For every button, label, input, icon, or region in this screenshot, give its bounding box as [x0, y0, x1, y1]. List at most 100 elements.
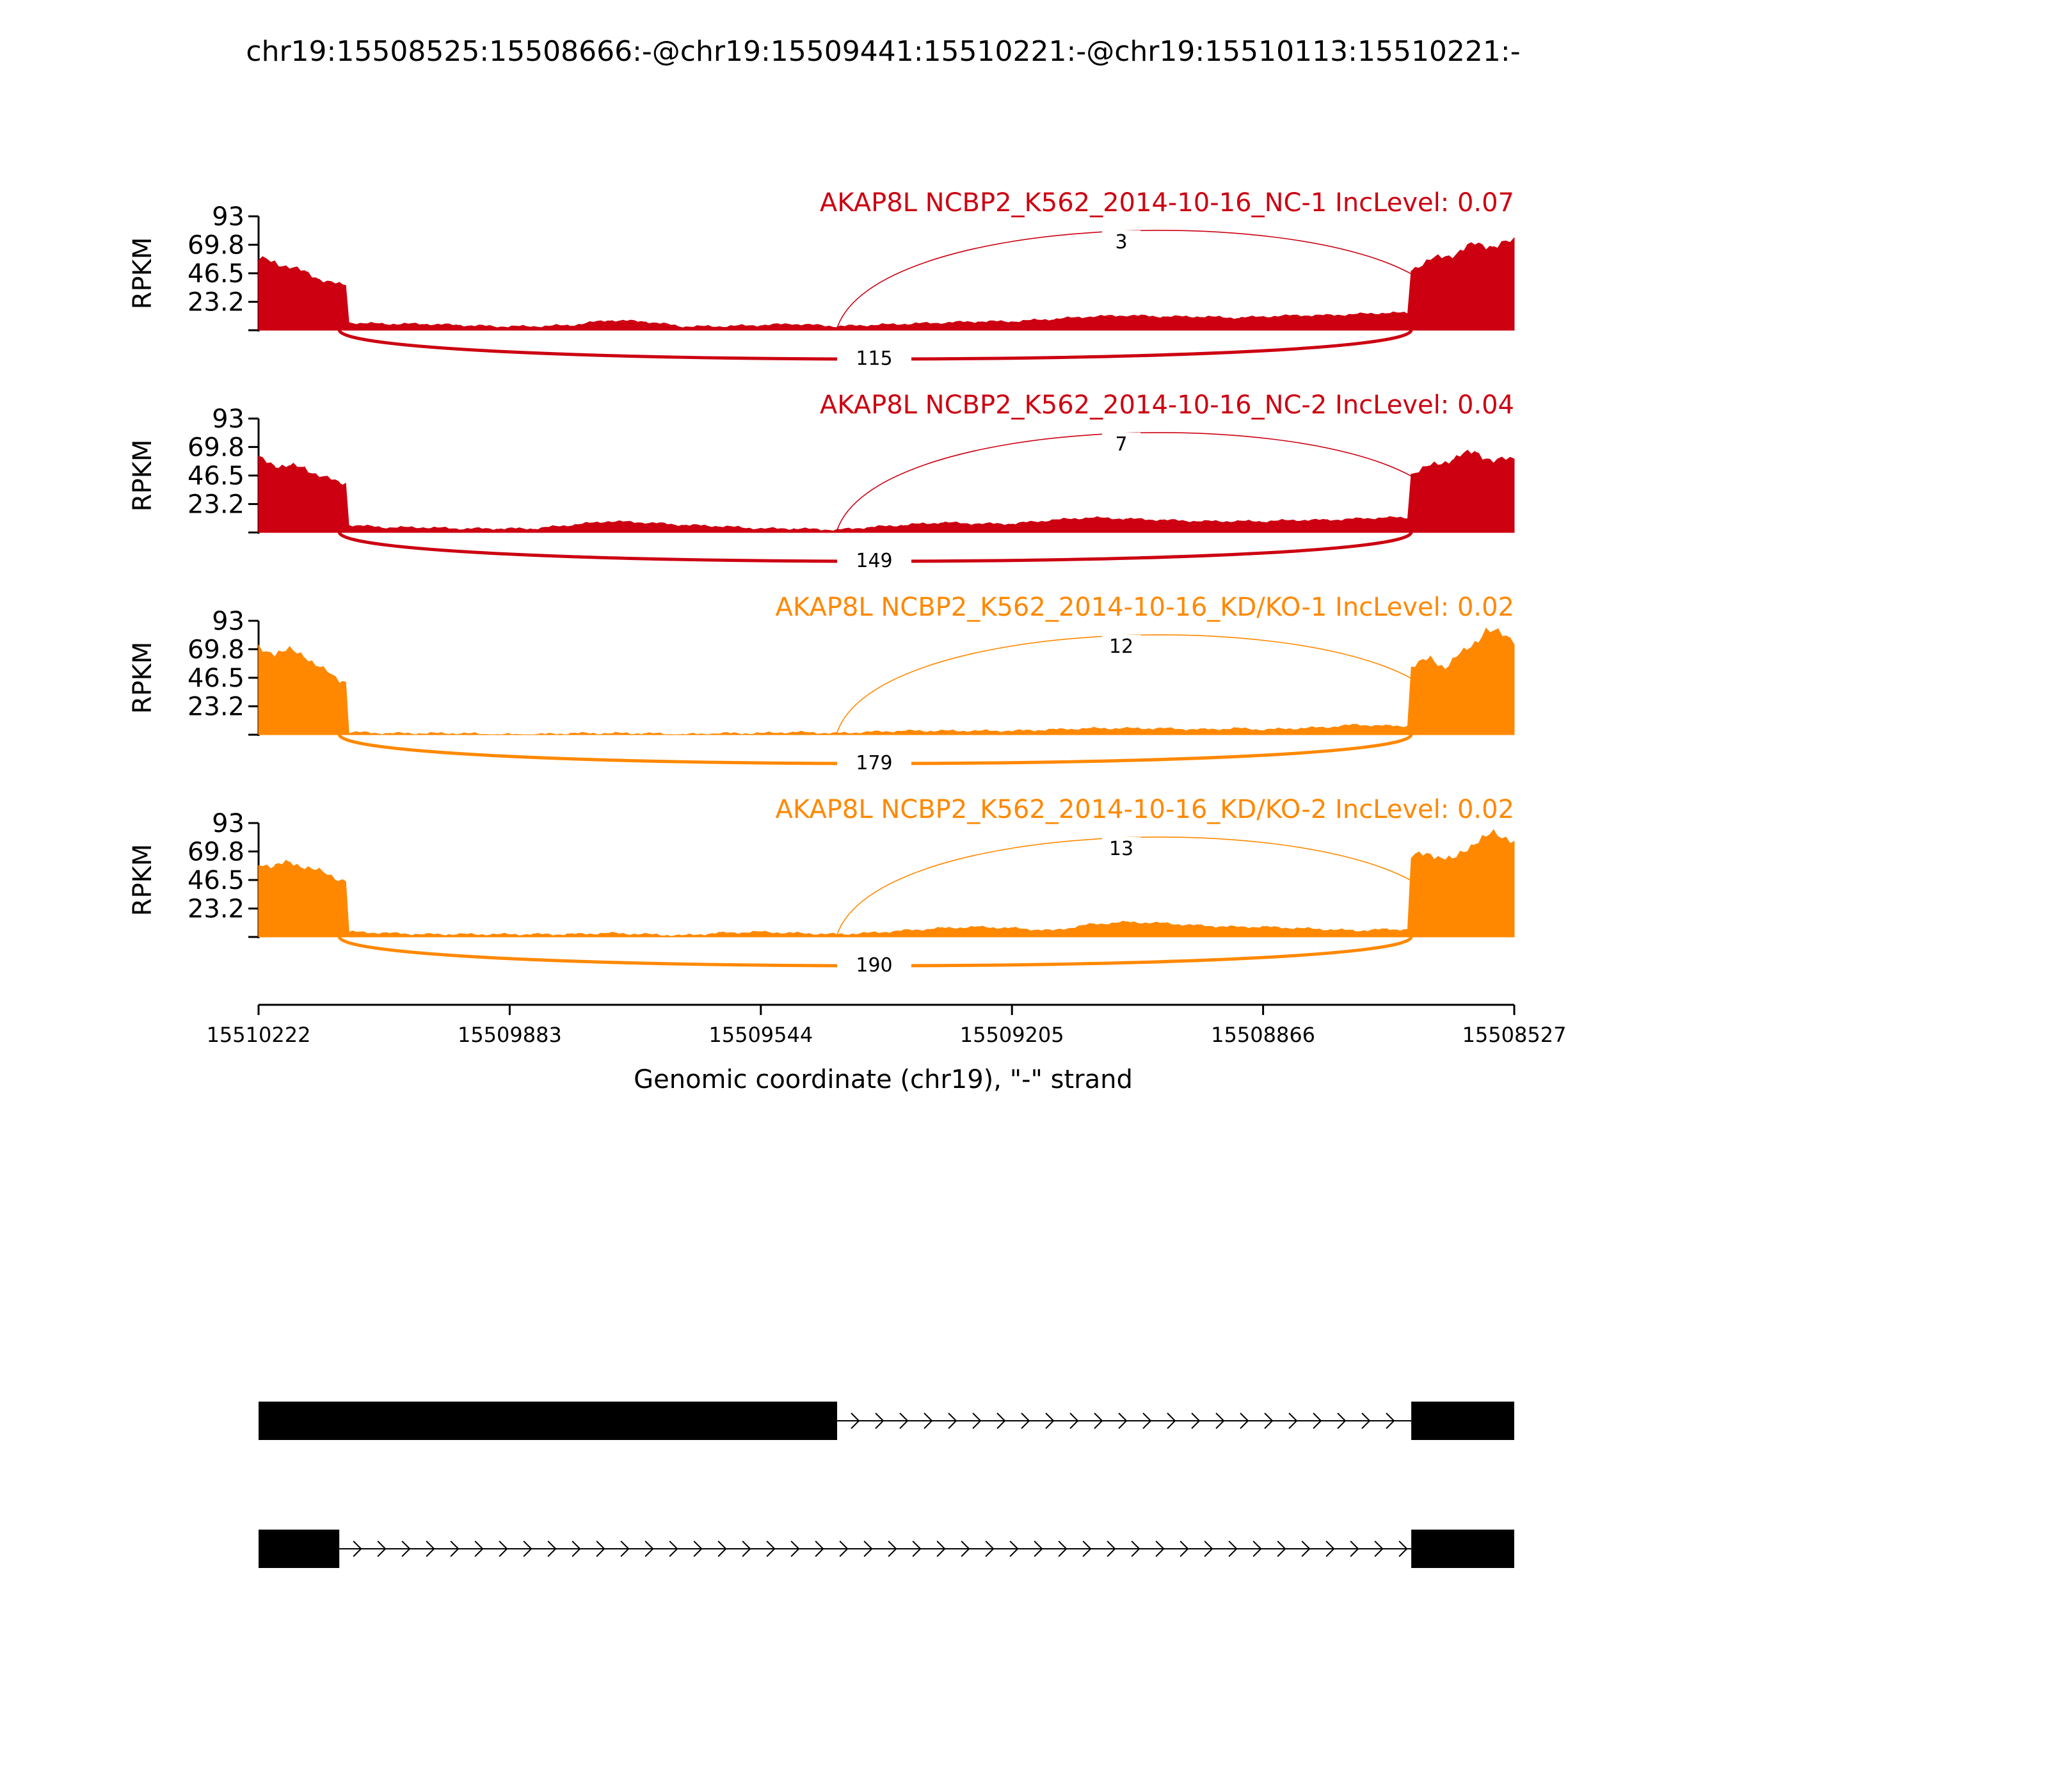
strand-chevron — [1350, 1540, 1359, 1557]
y-tick-label: 23.2 — [188, 490, 244, 520]
strand-chevron — [863, 1540, 873, 1557]
strand-chevron — [1313, 1412, 1322, 1429]
x-tick-label: 15508866 — [1211, 1023, 1315, 1047]
strand-chevron — [839, 1540, 849, 1557]
inclusion-junction-arc — [836, 634, 1412, 733]
y-tick-label: 69.8 — [188, 230, 244, 260]
y-axis-label: RPKM — [128, 440, 157, 512]
inclusion-count-bg — [1102, 230, 1140, 252]
coverage-area — [258, 237, 1515, 331]
strand-chevron — [1325, 1540, 1335, 1557]
x-tick-label: 15509883 — [458, 1023, 562, 1047]
strand-chevron — [790, 1540, 800, 1557]
y-tick-label: 46.5 — [188, 664, 244, 693]
inclusion-junction-count: 12 — [1109, 636, 1133, 658]
strand-chevron — [1107, 1540, 1116, 1557]
y-axis-label: RPKM — [128, 844, 157, 916]
y-axis-label: RPKM — [128, 642, 157, 714]
strand-chevron — [1374, 1540, 1384, 1557]
x-tick-label: 15508527 — [1462, 1023, 1567, 1047]
inclusion-junction-count: 13 — [1109, 838, 1133, 860]
strand-chevron — [912, 1540, 922, 1557]
series-label: AKAP8L NCBP2_K562_2014-10-16_NC-1 IncLev… — [820, 188, 1514, 218]
y-tick-label: 69.8 — [188, 635, 244, 664]
strand-chevron — [1288, 1412, 1298, 1429]
strand-chevron — [1142, 1412, 1152, 1429]
inclusion-count-bg — [1102, 433, 1140, 454]
strand-chevron — [1301, 1540, 1311, 1557]
y-tick-label: 46.5 — [188, 866, 244, 895]
strand-chevron — [1277, 1540, 1286, 1557]
strand-chevron — [888, 1540, 897, 1557]
skipping-junction-count: 190 — [856, 954, 892, 977]
strand-chevron — [353, 1540, 362, 1557]
strand-chevron — [1337, 1412, 1347, 1429]
strand-chevron — [1118, 1412, 1128, 1429]
figure-title: chr19:15508525:15508666:-@chr19:15509441… — [246, 35, 1520, 68]
inclusion-junction-arc — [836, 836, 1412, 935]
strand-chevron — [1180, 1540, 1189, 1557]
strand-chevron — [474, 1540, 484, 1557]
strand-chevron — [669, 1540, 678, 1557]
strand-chevron — [1131, 1540, 1140, 1557]
strand-chevron — [1228, 1540, 1238, 1557]
inclusion-junction-count: 3 — [1115, 231, 1127, 253]
skipping-junction-count: 149 — [856, 550, 892, 572]
strand-chevron — [875, 1412, 884, 1429]
y-tick-label: 46.5 — [188, 461, 244, 491]
isoform — [259, 1402, 1514, 1440]
inclusion-count-bg — [1102, 635, 1140, 657]
strand-chevron — [572, 1540, 581, 1557]
series-label: AKAP8L NCBP2_K562_2014-10-16_NC-2 IncLev… — [820, 390, 1514, 420]
inclusion-junction-count: 7 — [1115, 433, 1127, 456]
strand-chevron — [742, 1540, 751, 1557]
strand-chevron — [1361, 1412, 1371, 1429]
strand-chevron — [1155, 1540, 1165, 1557]
exon-block — [1411, 1402, 1514, 1440]
strand-chevron — [644, 1540, 654, 1557]
y-tick-label: 23.2 — [188, 895, 244, 924]
strand-chevron — [961, 1540, 970, 1557]
skipping-count-bg — [837, 951, 911, 975]
inclusion-junction-arc — [836, 230, 1412, 328]
strand-chevron — [766, 1540, 776, 1557]
strand-chevron — [851, 1412, 860, 1429]
strand-chevron — [1240, 1412, 1249, 1429]
y-tick-label: 93 — [212, 202, 244, 232]
strand-chevron — [1252, 1540, 1262, 1557]
strand-chevron — [1386, 1412, 1395, 1429]
inclusion-count-bg — [1102, 837, 1140, 859]
strand-chevron — [899, 1412, 909, 1429]
y-tick-label: 23.2 — [188, 288, 244, 317]
strand-chevron — [1398, 1540, 1408, 1557]
coverage-area — [258, 828, 1515, 938]
strand-chevron — [1215, 1412, 1225, 1429]
strand-chevron — [996, 1412, 1006, 1429]
strand-chevron — [1082, 1540, 1092, 1557]
strand-chevron — [596, 1540, 605, 1557]
strand-chevron — [1191, 1412, 1201, 1429]
y-tick-label: 69.8 — [188, 837, 244, 867]
inclusion-junction-arc — [836, 432, 1412, 531]
x-axis-label: Genomic coordinate (chr19), "-" strand — [634, 1065, 1133, 1094]
x-tick-label: 15509544 — [708, 1023, 813, 1047]
x-axis: 15510222 15509883 15509544 15509205 15508866… — [207, 1004, 1567, 1047]
strand-chevron — [401, 1540, 411, 1557]
exon-block — [259, 1402, 838, 1440]
strand-chevron — [426, 1540, 435, 1557]
isoform-track — [259, 1402, 1514, 1568]
strand-chevron — [1045, 1412, 1055, 1429]
strand-chevron — [377, 1540, 387, 1557]
x-tick-label: 15509205 — [960, 1023, 1064, 1047]
y-axis-label: RPKM — [128, 237, 157, 310]
strand-chevron — [972, 1412, 982, 1429]
isoform — [259, 1530, 1514, 1568]
strand-chevron — [523, 1540, 532, 1557]
strand-chevron — [547, 1540, 557, 1557]
strand-chevron — [1204, 1540, 1213, 1557]
strand-chevron — [1167, 1412, 1176, 1429]
exon-block — [1411, 1530, 1514, 1568]
